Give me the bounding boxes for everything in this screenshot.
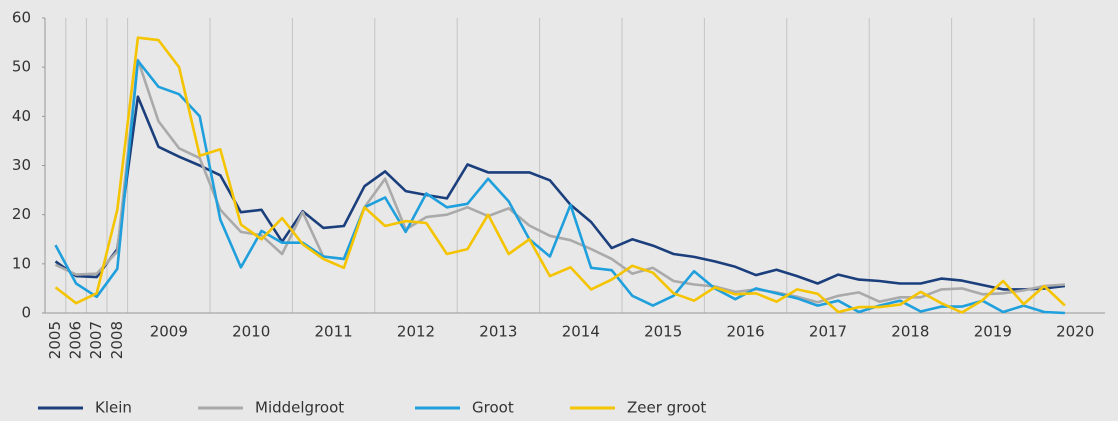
x-tick-label: 2014 xyxy=(562,323,600,341)
x-tick-label: 2016 xyxy=(727,323,765,341)
x-tick-label: 2013 xyxy=(479,323,517,341)
x-tick-label: 2012 xyxy=(397,323,435,341)
legend-label: Klein xyxy=(95,399,132,417)
x-tick-label: 2008 xyxy=(108,321,126,359)
y-tick-label: 40 xyxy=(12,107,31,125)
x-tick-label: 2005 xyxy=(46,321,64,359)
x-tick-label: 2011 xyxy=(315,323,353,341)
x-tick-label: 2007 xyxy=(87,321,105,359)
x-tick-label: 2019 xyxy=(974,323,1012,341)
series-line xyxy=(54,95,1066,291)
legend-label: Groot xyxy=(472,399,514,417)
y-tick-label: 50 xyxy=(12,58,31,76)
series-line xyxy=(54,58,1065,304)
x-tick-label: 2020 xyxy=(1056,323,1094,341)
x-tick-label: 2010 xyxy=(232,323,270,341)
series-line xyxy=(54,59,1065,315)
y-tick-label: 0 xyxy=(21,304,31,322)
x-tick-label: 2006 xyxy=(67,321,85,359)
y-tick-label: 20 xyxy=(12,205,31,223)
series-line xyxy=(54,36,1066,314)
y-tick-label: 10 xyxy=(12,254,31,272)
legend-label: Zeer groot xyxy=(627,399,706,417)
x-tick-label: 2015 xyxy=(644,323,682,341)
x-tick-label: 2009 xyxy=(150,323,188,341)
y-tick-label: 30 xyxy=(12,156,31,174)
x-tick-label: 2018 xyxy=(891,323,929,341)
x-tick-label: 2017 xyxy=(809,323,847,341)
y-tick-label: 60 xyxy=(12,9,31,27)
legend-label: Middelgroot xyxy=(255,399,344,417)
